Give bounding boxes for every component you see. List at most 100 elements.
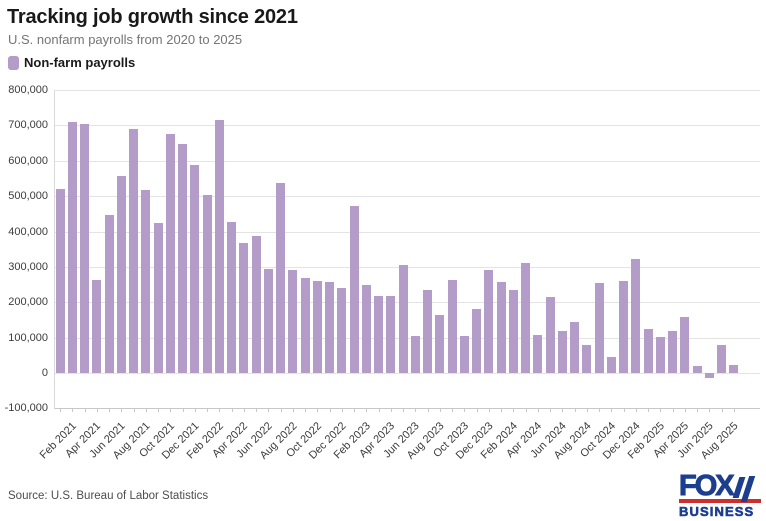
chart-bar	[631, 258, 641, 373]
x-axis-tick	[574, 408, 576, 413]
chart-bar	[337, 288, 347, 373]
chart-bar	[521, 263, 531, 373]
x-axis-tick	[697, 408, 699, 413]
x-axis-tick	[513, 408, 515, 413]
x-axis-tick	[684, 408, 686, 413]
chart-bar	[423, 289, 433, 373]
x-axis-tick-label: Oct 2021	[136, 420, 177, 461]
gridline	[54, 231, 760, 233]
x-axis-tick	[476, 408, 478, 413]
chart-bar	[263, 269, 273, 373]
page-subtitle: U.S. nonfarm payrolls from 2020 to 2025	[8, 32, 243, 47]
chart-bar	[717, 345, 727, 373]
chart-bar	[643, 328, 653, 373]
chart-bar	[104, 214, 114, 373]
x-axis-tick	[231, 408, 233, 413]
x-axis-tick	[219, 408, 221, 413]
chart-bar	[55, 189, 65, 373]
x-axis-tick-label: Feb 2022	[184, 420, 226, 462]
x-axis-tick	[733, 408, 735, 413]
y-axis-tick-label: 300,000	[8, 260, 48, 273]
y-axis-tick-label: 200,000	[8, 296, 48, 309]
x-axis-tick	[96, 408, 98, 413]
x-axis-tick-label: Apr 2023	[357, 420, 398, 461]
x-axis-tick	[660, 408, 662, 413]
y-axis-tick-label: 500,000	[8, 190, 48, 203]
x-axis-tick-label: Jun 2021	[87, 420, 128, 461]
gridline	[54, 302, 760, 304]
x-axis-tick-label: Aug 2024	[551, 420, 594, 462]
chart-bar	[398, 264, 408, 373]
y-axis-line	[54, 90, 55, 409]
chart-bar	[349, 206, 359, 373]
y-axis-tick-label: 700,000	[8, 119, 48, 132]
chart-bar	[582, 345, 592, 373]
chart-bar	[141, 190, 151, 373]
x-axis-tick-label: Oct 2022	[283, 420, 324, 461]
gridline	[54, 125, 760, 127]
chart-bar	[214, 120, 224, 373]
chart-bar	[92, 279, 102, 373]
x-axis-tick	[464, 408, 466, 413]
x-axis-tick	[672, 408, 674, 413]
chart-bar	[374, 296, 384, 373]
x-axis-tick	[256, 408, 258, 413]
x-axis-tick-label: Apr 2021	[63, 420, 104, 461]
x-axis-tick	[305, 408, 307, 413]
x-axis-tick	[366, 408, 368, 413]
x-axis-tick	[525, 408, 527, 413]
x-axis-tick-label: Apr 2022	[210, 420, 251, 461]
gridline	[54, 373, 760, 374]
x-axis-tick	[182, 408, 184, 413]
chart-bar	[202, 194, 212, 373]
chart-bar	[165, 133, 175, 373]
x-axis-tick	[329, 408, 331, 413]
fox-logo-red-line	[679, 499, 761, 503]
x-axis-tick-label: Aug 2022	[257, 420, 300, 462]
x-axis-tick	[599, 408, 601, 413]
chart-bar	[704, 373, 714, 378]
page-title: Tracking job growth since 2021	[7, 6, 298, 28]
chart-bar	[239, 242, 249, 373]
x-axis-tick-label: Aug 2021	[110, 420, 153, 462]
chart-bar	[129, 129, 139, 373]
fox-logo-top: FOX	[679, 471, 761, 502]
x-axis-tick	[341, 408, 343, 413]
x-axis-tick	[439, 408, 441, 413]
chart-bar	[447, 280, 457, 373]
y-axis-tick-label: 100,000	[8, 331, 48, 344]
x-axis-tick	[170, 408, 172, 413]
chart-bar	[496, 282, 506, 373]
x-axis-tick-label: Oct 2024	[577, 420, 618, 461]
y-axis-tick-label: 0	[41, 367, 48, 379]
x-axis-tick-label: Aug 2023	[404, 420, 447, 462]
fox-business-text: BUSINESS	[679, 503, 755, 519]
x-axis-tick	[60, 408, 62, 413]
chart-bar	[472, 308, 482, 373]
x-axis-tick-label: Feb 2025	[625, 420, 667, 462]
x-axis-tick	[623, 408, 625, 413]
chart-bar	[67, 122, 77, 373]
x-axis-tick	[292, 408, 294, 413]
x-axis-tick-label: Dec 2022	[306, 420, 349, 462]
x-axis-tick	[158, 408, 160, 413]
fox-business-logo: FOX BUSINESS	[679, 471, 761, 519]
chart-bar	[680, 317, 690, 373]
gridline	[54, 90, 760, 91]
x-axis-tick	[501, 408, 503, 413]
chart-bar	[655, 336, 665, 373]
x-axis-tick	[378, 408, 380, 413]
chart-bar	[325, 282, 335, 373]
x-axis-tick-label: Jun 2022	[234, 420, 275, 461]
x-axis-tick-label: Jun 2023	[381, 420, 422, 461]
chart-bar	[459, 335, 469, 373]
chart-bar	[619, 280, 629, 373]
x-axis-tick-label: Dec 2021	[159, 420, 202, 462]
legend-swatch	[8, 55, 19, 70]
x-axis-tick-label: Feb 2023	[331, 420, 373, 462]
chart-bar	[484, 270, 494, 373]
gridline	[54, 196, 760, 198]
x-axis-tick-label: Feb 2021	[37, 420, 79, 462]
